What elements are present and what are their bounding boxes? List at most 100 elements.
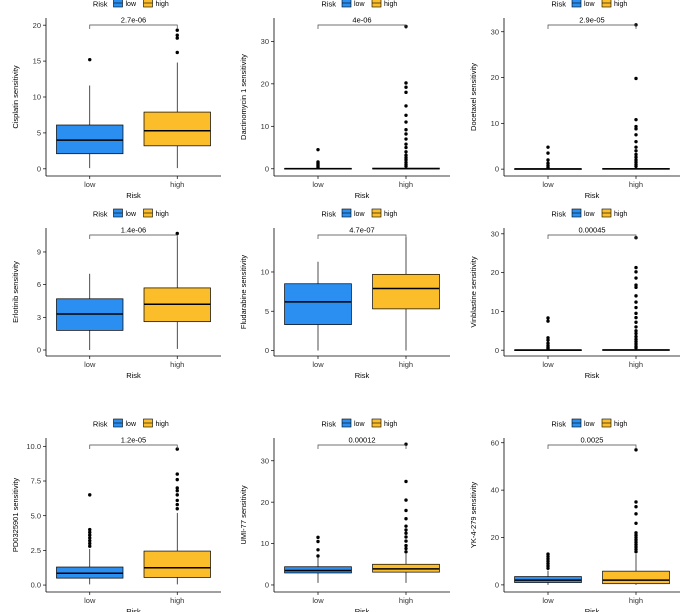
- outlier-point: [404, 498, 408, 502]
- outlier-point: [175, 498, 179, 503]
- legend-label-low: low: [354, 1, 365, 8]
- outlier-point: [316, 554, 320, 558]
- outlier-point: [404, 517, 408, 521]
- outlier-point: [634, 533, 638, 537]
- outlier-point: [546, 336, 550, 340]
- legend-label-low: low: [354, 421, 365, 428]
- y-tick-label: 30: [491, 27, 499, 36]
- outlier-point: [404, 85, 408, 89]
- outlier-point: [634, 315, 638, 320]
- p-value-label: 1.2e-05: [121, 436, 146, 445]
- outlier-point: [404, 150, 408, 154]
- p-value-label: 2.9e-05: [579, 16, 604, 25]
- outlier-point: [175, 28, 179, 32]
- outlier-point: [634, 145, 638, 149]
- outlier-point: [634, 521, 638, 525]
- outlier-point: [175, 231, 179, 236]
- y-axis-label: Docetaxel sensitivity: [469, 63, 478, 131]
- legend-label-low: low: [584, 421, 595, 428]
- significance-bracket: [89, 234, 178, 239]
- outlier-point: [175, 489, 179, 493]
- outlier-point: [404, 90, 408, 95]
- outlier-point: [634, 320, 638, 324]
- outlier-point: [634, 155, 638, 159]
- legend-label-low: low: [584, 1, 595, 8]
- legend-label-high: high: [156, 421, 169, 428]
- outlier-point: [546, 343, 550, 348]
- y-tick-label: 10: [261, 539, 269, 548]
- outlier-point: [316, 539, 320, 544]
- y-tick-label: 0: [265, 164, 269, 173]
- significance-bracket: [89, 444, 178, 449]
- x-axis-label: Risk: [585, 191, 600, 200]
- y-tick-label: 7.5: [31, 477, 41, 486]
- outlier-point: [88, 527, 92, 532]
- outlier-point: [546, 151, 550, 155]
- outlier-point: [634, 500, 638, 504]
- y-tick-label: 30: [261, 37, 269, 46]
- boxplot-panel: Risk low high 0 5 10 15 20 Cisplatin sensitivity…: [11, 0, 221, 200]
- box-low: [284, 283, 352, 325]
- outlier-point: [404, 160, 408, 165]
- outlier-point: [634, 276, 638, 280]
- boxplot-panel: Risk low high 0 10 20 30 Dactinomycin 1 sensiti…: [239, 0, 450, 200]
- outlier-point: [175, 36, 179, 40]
- outlier-point: [175, 472, 179, 476]
- y-tick-label: 0: [495, 580, 499, 589]
- outlier-point: [88, 57, 92, 62]
- significance-bracket: [89, 24, 178, 29]
- x-tick-label: high: [170, 596, 184, 605]
- x-tick-label: low: [312, 596, 324, 605]
- outlier-point: [634, 139, 638, 144]
- box-high: [143, 111, 211, 147]
- legend-label-high: high: [156, 211, 169, 218]
- outlier-point: [546, 319, 550, 323]
- outlier-point: [634, 331, 638, 336]
- y-axis-label: Erlotinib sensitivity: [11, 261, 20, 323]
- x-tick-label: low: [542, 596, 554, 605]
- y-tick-label: 10.0: [26, 442, 41, 451]
- boxplot-panel: Risk low high 0 20 40 60 YK-4-279 sensitivity lo…: [469, 418, 680, 612]
- legend-title: Risk: [321, 210, 336, 219]
- y-tick-label: 10: [261, 268, 269, 277]
- outlier-point: [634, 158, 638, 162]
- legend-label-low: low: [126, 1, 137, 8]
- legend-swatch-high: [143, 0, 153, 8]
- outlier-point: [404, 531, 408, 535]
- outlier-point: [634, 512, 638, 516]
- outlier-point: [546, 316, 550, 320]
- p-value-label: 4e-06: [352, 16, 371, 25]
- y-tick-label: 2.5: [31, 546, 41, 555]
- outlier-point: [634, 550, 638, 554]
- p-value-label: 1.4e-06: [121, 226, 146, 235]
- y-axis-label: Cisplatin sensitivity: [11, 65, 20, 129]
- legend-label-high: high: [614, 421, 627, 428]
- y-tick-label: 30: [491, 229, 499, 238]
- outlier-point: [404, 142, 408, 146]
- outlier-point: [546, 158, 550, 162]
- outlier-point: [404, 81, 408, 85]
- x-axis-label: Risk: [355, 371, 370, 380]
- outlier-point: [404, 104, 408, 108]
- outlier-point: [316, 548, 320, 552]
- y-tick-label: 0: [495, 346, 499, 355]
- y-tick-label: 0: [37, 346, 41, 355]
- x-tick-label: high: [170, 180, 184, 189]
- significance-bracket: [547, 234, 637, 239]
- outlier-point: [88, 530, 92, 535]
- outlier-point: [546, 338, 550, 342]
- outlier-point: [546, 161, 550, 165]
- y-tick-label: 10: [33, 93, 41, 102]
- outlier-point: [634, 133, 638, 137]
- outlier-point: [546, 566, 550, 571]
- legend-title: Risk: [93, 0, 108, 9]
- outlier-point: [634, 311, 638, 316]
- box-high: [143, 550, 211, 578]
- outlier-point: [404, 120, 408, 124]
- y-tick-label: 3: [37, 313, 41, 322]
- legend-label-low: low: [584, 211, 595, 218]
- legend-label-low: low: [126, 421, 137, 428]
- outlier-point: [634, 540, 638, 544]
- outlier-point: [634, 329, 638, 333]
- x-tick-label: high: [629, 596, 643, 605]
